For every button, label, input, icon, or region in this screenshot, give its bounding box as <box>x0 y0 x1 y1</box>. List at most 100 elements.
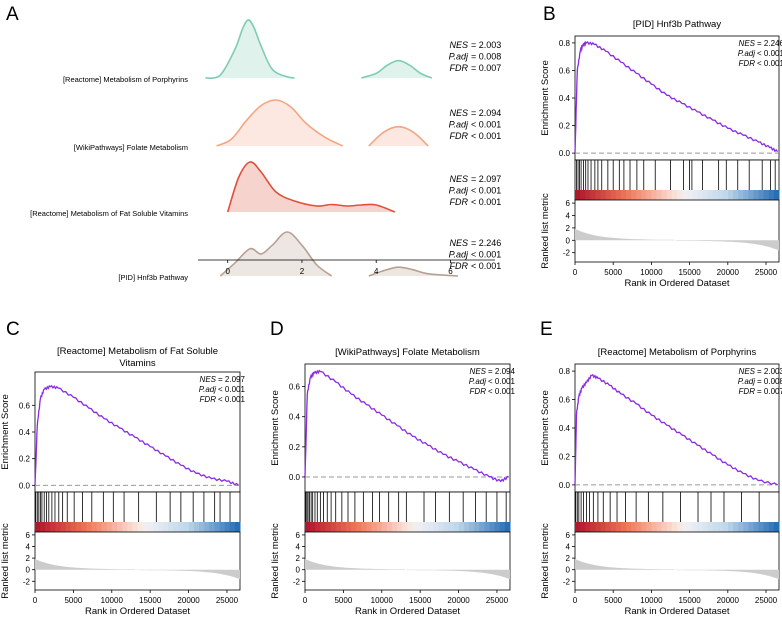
panel-letter-b: B <box>543 4 556 25</box>
rank-x-tick-label: 20000 <box>447 596 470 605</box>
ranked-metric-area <box>305 559 510 580</box>
rank-color-segment <box>361 522 367 532</box>
ridge-stat-label-padj: P.adj <box>449 52 469 62</box>
ridge-stat-label-nes: NES <box>449 238 468 248</box>
metric-y-axis-label: Ranked list metric <box>270 523 281 599</box>
rank-color-segment <box>733 522 739 532</box>
rank-color-segment <box>646 522 652 532</box>
ridge-stat-value-padj: = 0.008 <box>471 52 501 62</box>
rank-x-tick-label: 15000 <box>409 596 432 605</box>
rank-color-segment <box>371 522 378 532</box>
rank-x-axis-label: Rank in Ordered Dataset <box>355 606 460 617</box>
gsea-stat-value-padj: = 0.008 <box>757 377 782 386</box>
es-plot-frame <box>574 35 780 161</box>
rank-color-segment <box>600 190 607 200</box>
metric-y-tick-label: 0 <box>566 566 571 575</box>
rank-color-segment <box>204 522 210 532</box>
rank-color-segment <box>671 522 678 532</box>
ridge-stat-label-fdr: FDR <box>450 197 469 207</box>
rank-color-segment <box>748 190 754 200</box>
rank-color-segment <box>55 522 62 532</box>
rank-color-segment <box>443 522 449 532</box>
rank-x-tick-label: 5000 <box>64 596 82 605</box>
rank-color-segment <box>661 522 668 532</box>
rank-color-segment <box>717 522 724 532</box>
rank-color-segment <box>132 522 138 532</box>
rank-x-tick-label: 25000 <box>755 268 778 277</box>
rank-color-segment <box>620 190 627 200</box>
rank-color-segment <box>753 190 760 200</box>
rank-color-segment <box>76 522 82 532</box>
rank-color-segment <box>397 522 403 532</box>
ridge-density-line-secondary <box>368 125 429 147</box>
rank-color-segment <box>101 522 108 532</box>
ridge-stat-value-fdr: < 0.001 <box>471 197 501 207</box>
ridge-series-label: [PID] Hnf3b Pathway <box>118 273 188 282</box>
es-y-tick-label: 0.0 <box>559 149 571 158</box>
rank-x-tick-label: 10000 <box>371 596 394 605</box>
rank-x-axis-label: Rank in Ordered Dataset <box>624 606 729 617</box>
rank-color-segment <box>35 522 41 532</box>
rank-color-segment <box>743 522 749 532</box>
rank-color-segment <box>147 522 154 532</box>
rank-color-segment <box>656 190 663 200</box>
es-y-axis-label: Enrichment Score <box>270 390 281 466</box>
rank-color-segment <box>163 522 169 532</box>
ridge-density-line <box>226 161 396 213</box>
gsea-title: [Reactome] Metabolism of Fat Soluble Vita… <box>57 346 218 369</box>
rank-color-segment <box>575 522 581 532</box>
rank-color-segment <box>595 190 601 200</box>
metric-y-tick-label: 0 <box>566 236 571 245</box>
rank-color-segment <box>682 190 688 200</box>
rank-color-segment <box>722 190 729 200</box>
es-y-tick-label: 0.6 <box>559 396 571 405</box>
rank-color-segment <box>50 522 56 532</box>
rank-color-segment <box>346 522 352 532</box>
ridge-stat-value-nes: = 2.094 <box>471 108 501 118</box>
rank-color-segment <box>366 522 373 532</box>
rank-color-segment <box>697 522 703 532</box>
rank-color-segment <box>595 522 601 532</box>
rank-color-segment <box>422 522 429 532</box>
rank-x-tick-label: 25000 <box>486 596 509 605</box>
ranked-metric-area <box>575 228 779 251</box>
gsea-stat-value-padj: < 0.001 <box>488 377 515 386</box>
ridge-stat-label-fdr: FDR <box>450 131 469 141</box>
rank-color-segment <box>605 522 612 532</box>
es-y-tick-label: 0.0 <box>559 481 571 490</box>
gsea-stat-label-fdr: FDR <box>739 387 756 396</box>
rank-color-segment <box>70 522 77 532</box>
ridge-series-label: [Reactome] Metabolism of Fat Soluble Vit… <box>30 209 188 218</box>
rank-color-segment <box>458 522 465 532</box>
rank-color-segment <box>773 190 780 200</box>
gsea-stat-value-nes: = 2.097 <box>218 375 245 384</box>
rank-color-segment <box>463 522 470 532</box>
rank-x-tick-label: 15000 <box>678 596 701 605</box>
rank-color-segment <box>702 190 709 200</box>
panel-a-x-tick-label: 0 <box>225 267 230 276</box>
panel-d-gsea: [WikiPathways] Folate Metabolism 0.0 0.2 0.… <box>270 347 515 617</box>
rank-color-segment <box>356 522 362 532</box>
rank-x-tick-label: 0 <box>573 596 578 605</box>
rank-color-segment <box>199 522 205 532</box>
es-y-tick-label: 0.2 <box>559 122 571 131</box>
rank-color-segment <box>605 190 612 200</box>
rank-color-segment <box>590 522 596 532</box>
rank-x-tick-label: 20000 <box>717 596 740 605</box>
rank-color-segment <box>585 190 591 200</box>
metric-y-tick-label: -2 <box>563 249 571 258</box>
rank-color-segment <box>484 522 490 532</box>
metric-y-tick-label: 0 <box>296 566 301 575</box>
ridge-stat-value-nes: = 2.003 <box>471 40 501 50</box>
ridge-stat-value-nes: = 2.246 <box>471 238 501 248</box>
rank-color-segment <box>641 190 647 200</box>
gsea-title: [WikiPathways] Folate Metabolism <box>335 347 480 358</box>
rank-color-segment <box>453 522 460 532</box>
gsea-stat-value-fdr: < 0.001 <box>218 395 245 404</box>
rank-x-tick-label: 15000 <box>139 596 162 605</box>
es-y-tick-label: 0.2 <box>559 452 571 461</box>
metric-y-tick-label: 4 <box>566 212 571 221</box>
ridge-density-area <box>220 232 332 276</box>
es-y-tick-label: 0.4 <box>559 424 571 433</box>
